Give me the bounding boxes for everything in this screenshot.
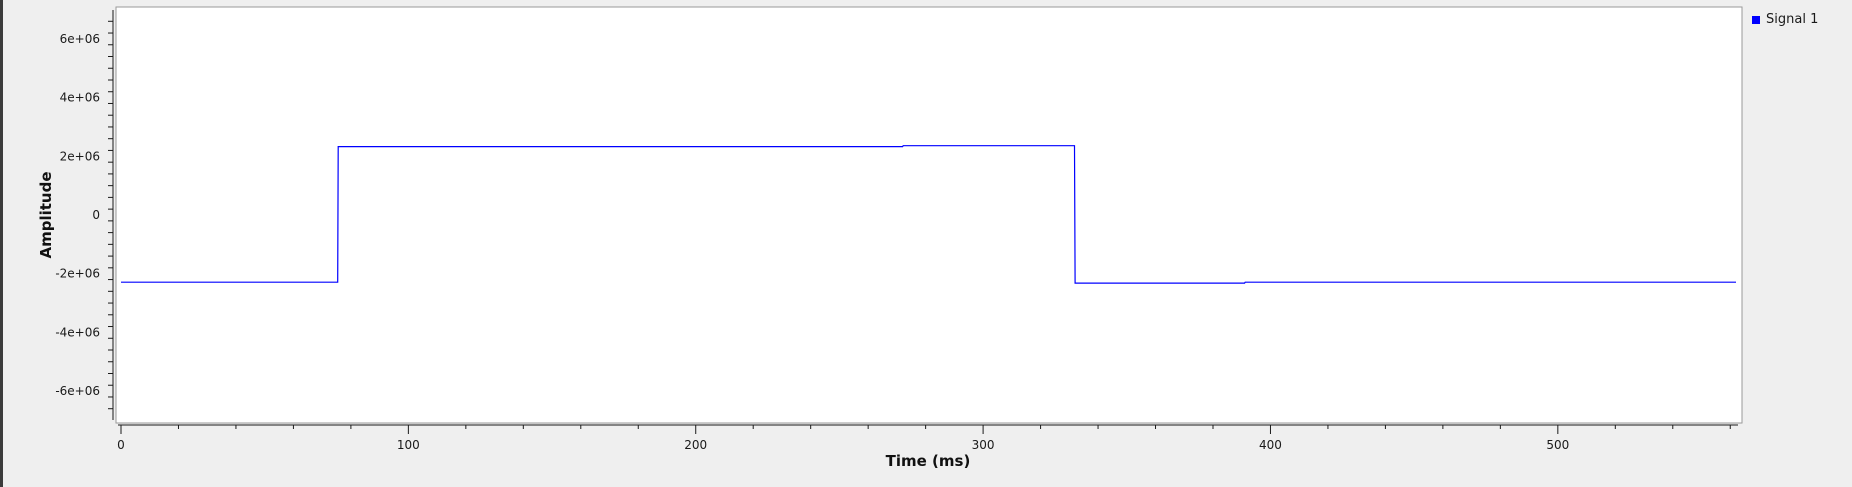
x-tick-label: 0 xyxy=(117,438,125,452)
x-tick-label: 100 xyxy=(397,438,420,452)
x-axis-ticks: 0 100 200 300 400 500 xyxy=(117,425,1731,452)
legend-swatch-icon xyxy=(1752,15,1760,24)
window-border xyxy=(0,0,3,487)
y-tick-label: -4e+06 xyxy=(55,325,100,339)
plot-area[interactable] xyxy=(115,6,1743,424)
y-tick-label: 0 xyxy=(92,208,100,222)
y-axis-ticks: 6e+06 4e+06 2e+06 0 -2e+06 -4e+06 -6e+06 xyxy=(55,20,113,410)
series-line-1 xyxy=(121,145,1736,284)
legend-label: Signal 1 xyxy=(1766,12,1819,27)
x-tick-label: 500 xyxy=(1546,438,1569,452)
y-tick-label: -2e+06 xyxy=(55,267,100,281)
y-tick-label: 6e+06 xyxy=(60,32,100,46)
y-tick-label: -6e+06 xyxy=(55,384,100,398)
y-axis-label: Amplitude xyxy=(37,171,55,258)
x-tick-label: 300 xyxy=(972,438,995,452)
x-axis-label: Time (ms) xyxy=(886,452,971,470)
y-tick-label: 2e+06 xyxy=(60,149,100,163)
x-tick-label: 400 xyxy=(1259,438,1282,452)
x-tick-label: 200 xyxy=(684,438,707,452)
legend[interactable]: Signal 1 xyxy=(1752,12,1818,27)
y-tick-label: 4e+06 xyxy=(60,91,100,105)
series-layer xyxy=(121,145,1736,284)
